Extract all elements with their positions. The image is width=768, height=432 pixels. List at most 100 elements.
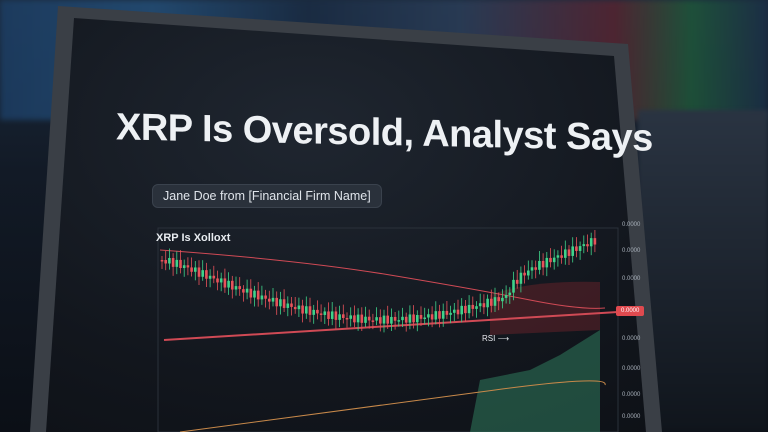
candle-body [456, 309, 460, 315]
y-axis-label: 0.0000 [622, 222, 641, 228]
candle-body [519, 272, 523, 284]
candle-body [552, 257, 556, 263]
candle-body [482, 303, 486, 308]
candle-body [545, 257, 549, 268]
candle-body [367, 316, 371, 321]
candle-body [419, 315, 423, 319]
candle-body [515, 279, 519, 284]
moving-average-line [159, 249, 606, 309]
candle-body [534, 267, 537, 270]
rsi-text: RSI [482, 334, 496, 343]
candle-body [575, 246, 578, 251]
candle-body [227, 280, 230, 288]
candle-body [578, 246, 582, 251]
background-monitor [638, 110, 768, 432]
y-axis-label: 0.0000 [622, 366, 641, 372]
candle-body [508, 292, 512, 296]
candle-body [319, 313, 323, 315]
candle-body [390, 316, 393, 324]
candle-body [527, 270, 530, 276]
candle-body [401, 316, 404, 321]
candle-body [201, 270, 204, 277]
candle-body [253, 290, 256, 298]
candle-body [249, 288, 253, 298]
candle-body [212, 275, 216, 279]
candle-body [475, 306, 478, 309]
candle-body [501, 297, 504, 302]
rsi-area [470, 330, 600, 432]
candle-body [549, 257, 552, 263]
chart-title: XRP Is Xolloxt [156, 232, 231, 244]
candle-body [493, 297, 497, 306]
candle-body [345, 317, 349, 320]
candle-body [245, 288, 249, 293]
candle-body [386, 315, 389, 324]
candle-body [275, 297, 278, 307]
candle-body [412, 314, 415, 323]
candle-body [538, 260, 541, 270]
candle-body [571, 246, 574, 256]
candle-body [478, 303, 482, 307]
candle-body [238, 286, 241, 290]
candle-body [441, 310, 445, 319]
candle-body [316, 309, 319, 314]
candle-body [256, 290, 260, 300]
candle-body [530, 267, 534, 271]
chart-frame [157, 227, 619, 432]
candle-body [190, 267, 193, 272]
candle-body [334, 311, 338, 320]
candle-body [464, 305, 467, 314]
byline-chip: Jane Doe from [Financial Firm Name] [152, 184, 382, 208]
candle-body [382, 315, 386, 324]
candle-body [297, 305, 301, 310]
candle-body [293, 306, 297, 310]
candle-body [342, 314, 345, 318]
candle-body [208, 275, 212, 279]
candle-body [290, 303, 293, 307]
candle-body [375, 317, 378, 321]
candle-body [564, 249, 567, 258]
candle-body [408, 314, 412, 323]
candle-body [234, 286, 238, 290]
candle-body [231, 280, 234, 290]
y-axis-label: 0.0000 [622, 276, 641, 282]
candle-body [323, 311, 327, 315]
candle-body [582, 244, 586, 247]
candle-body [286, 303, 290, 308]
candle-body [205, 270, 208, 279]
candle-body [364, 316, 367, 323]
candle-body [330, 311, 334, 319]
candle-body [305, 306, 308, 314]
candle-body [242, 289, 245, 293]
candle-body [423, 317, 426, 320]
candle-body [164, 260, 167, 264]
candle-body [556, 255, 560, 258]
candle-body [179, 259, 182, 269]
candle-body [593, 238, 597, 245]
candle-body [301, 305, 304, 314]
candle-body [393, 316, 397, 321]
candle-body [356, 314, 360, 323]
candle-body [427, 314, 430, 318]
candle-body [490, 298, 493, 306]
candle-body [171, 258, 175, 267]
candle-body [438, 311, 441, 319]
candle-body [308, 306, 312, 315]
candle-body [523, 272, 526, 276]
candle-body [282, 299, 286, 308]
candle-body [512, 279, 515, 293]
candle-body [586, 244, 589, 247]
candle-body [445, 310, 449, 315]
arrow-right-icon: ⟶ [497, 334, 510, 343]
candle-body [567, 249, 571, 256]
candle-body [160, 260, 164, 262]
candle-body [467, 304, 471, 314]
candle-body [186, 265, 190, 268]
candle-body [460, 305, 463, 315]
candle-body [175, 259, 179, 267]
candle-body [371, 320, 375, 322]
candle-body [353, 315, 356, 323]
candle-body [449, 312, 452, 315]
candle-body [589, 238, 593, 247]
candle-body [416, 315, 419, 323]
